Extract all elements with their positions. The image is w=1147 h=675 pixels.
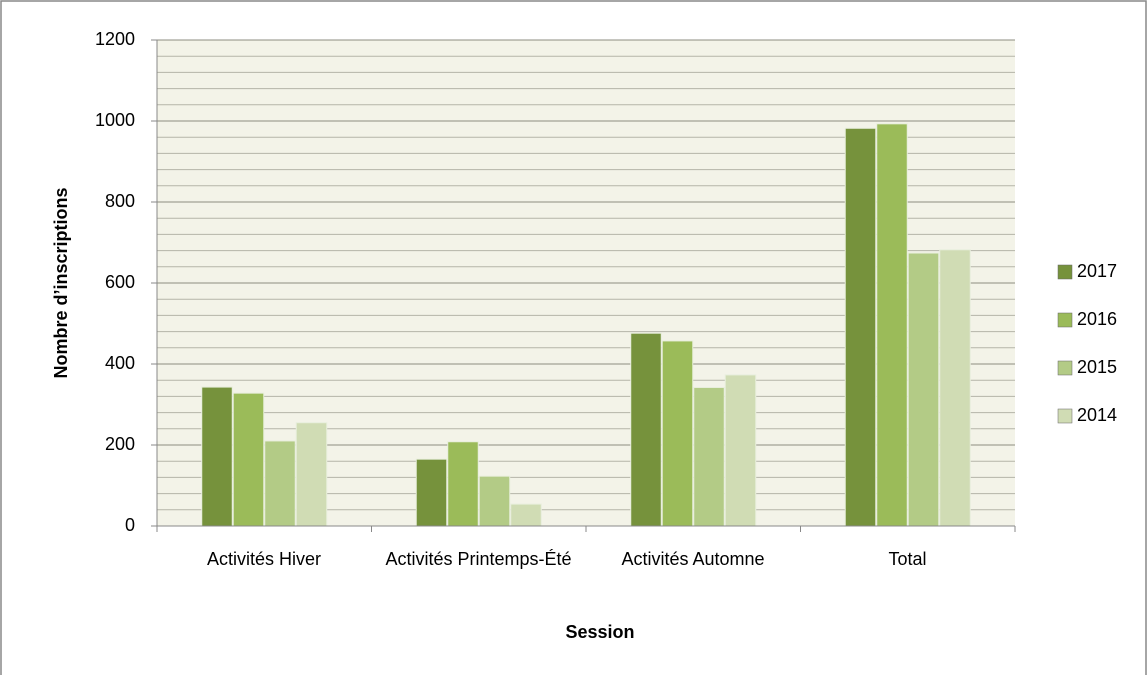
y-axis-title: Nombre d’inscriptions — [51, 187, 71, 378]
y-tick-label: 600 — [105, 272, 135, 292]
y-tick-label: 400 — [105, 353, 135, 373]
bar — [693, 386, 725, 527]
legend-swatch — [1057, 264, 1073, 280]
y-tick-label: 1000 — [95, 110, 135, 130]
bar — [724, 374, 757, 527]
legend-label: 2017 — [1077, 261, 1117, 281]
y-tick-label: 200 — [105, 434, 135, 454]
x-tick-label: Activités Automne — [621, 549, 765, 569]
bar — [510, 503, 542, 527]
legend-swatch — [1057, 360, 1073, 376]
y-tick-label: 1200 — [95, 29, 135, 49]
bar — [415, 458, 448, 527]
bar — [907, 252, 940, 527]
y-tick-label: 0 — [125, 515, 135, 535]
bar — [201, 386, 233, 527]
legend-label: 2014 — [1077, 405, 1117, 425]
bar — [295, 422, 328, 527]
bar — [661, 340, 694, 527]
legend-label: 2015 — [1077, 357, 1117, 377]
bar — [630, 332, 662, 527]
bar — [264, 440, 296, 527]
legend-swatch — [1057, 408, 1073, 424]
bar — [844, 127, 877, 527]
bar — [232, 392, 265, 527]
legend-swatch — [1057, 312, 1073, 328]
bar — [939, 249, 971, 527]
bar — [447, 441, 479, 527]
bar — [876, 123, 908, 527]
legend-label: 2016 — [1077, 309, 1117, 329]
y-tick-label: 800 — [105, 191, 135, 211]
x-tick-label: Activités Printemps-Été — [385, 549, 572, 569]
x-axis-title: Session — [565, 622, 634, 642]
x-tick-label: Total — [888, 549, 927, 569]
bar — [478, 475, 511, 527]
x-tick-label: Activités Hiver — [206, 549, 322, 569]
